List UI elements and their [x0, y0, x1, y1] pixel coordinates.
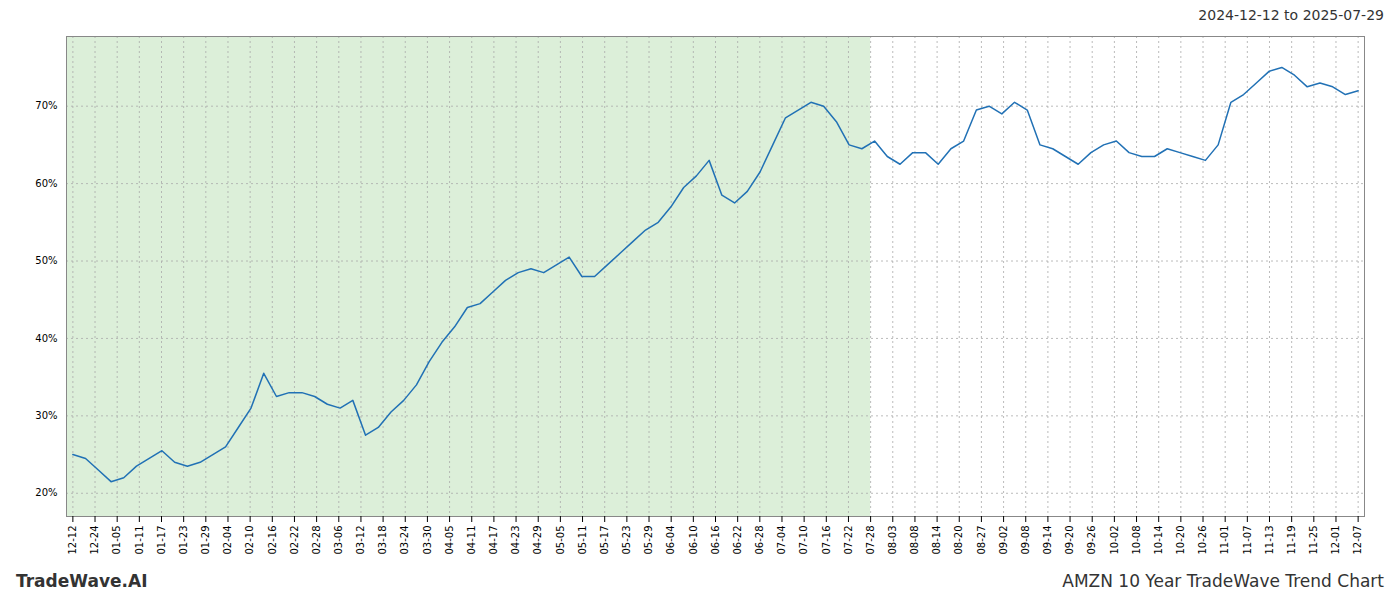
html-text:TradeWave.AI: TradeWave.AI [16, 571, 148, 591]
svg-text:02-04: 02-04 [222, 526, 233, 555]
svg-text:08-20: 08-20 [953, 526, 964, 555]
svg-text:03-30: 03-30 [422, 526, 433, 555]
svg-text:05-17: 05-17 [599, 526, 610, 555]
html-text:2024-12-12 to 2025-07-29: 2024-12-12 to 2025-07-29 [1198, 7, 1384, 23]
svg-text:12-01: 12-01 [1330, 526, 1341, 555]
svg-text:09-14: 09-14 [1042, 526, 1053, 555]
svg-text:01-23: 01-23 [178, 526, 189, 555]
svg-text:07-28: 07-28 [865, 526, 876, 555]
svg-text:10-02: 10-02 [1109, 526, 1120, 555]
svg-text:07-10: 07-10 [798, 526, 809, 555]
svg-text:40%: 40% [35, 333, 57, 344]
svg-text:08-03: 08-03 [887, 526, 898, 555]
svg-text:04-17: 04-17 [488, 526, 499, 555]
svg-text:03-06: 03-06 [333, 526, 344, 555]
svg-text:30%: 30% [35, 410, 57, 421]
svg-text:01-29: 01-29 [200, 526, 211, 555]
svg-text:06-04: 06-04 [665, 526, 676, 555]
svg-text:06-22: 06-22 [732, 526, 743, 555]
svg-text:02-28: 02-28 [311, 526, 322, 555]
svg-text:07-16: 07-16 [820, 526, 831, 555]
svg-text:12-07: 12-07 [1352, 526, 1363, 555]
svg-text:05-29: 05-29 [643, 526, 654, 555]
svg-text:01-11: 01-11 [134, 526, 145, 555]
svg-text:04-11: 04-11 [466, 526, 477, 555]
svg-text:11-19: 11-19 [1286, 526, 1297, 555]
svg-text:03-18: 03-18 [377, 526, 388, 555]
svg-text:06-28: 06-28 [754, 526, 765, 555]
svg-text:20%: 20% [35, 487, 57, 498]
svg-text:07-04: 07-04 [776, 526, 787, 555]
svg-text:11-13: 11-13 [1264, 526, 1275, 555]
svg-text:12-24: 12-24 [89, 526, 100, 555]
svg-text:08-14: 08-14 [931, 526, 942, 555]
svg-text:11-01: 11-01 [1219, 526, 1230, 555]
svg-text:04-05: 04-05 [444, 526, 455, 555]
svg-text:05-11: 05-11 [577, 526, 588, 555]
svg-text:70%: 70% [35, 100, 57, 111]
svg-text:08-27: 08-27 [976, 526, 987, 555]
svg-text:01-05: 01-05 [111, 526, 122, 555]
svg-text:04-23: 04-23 [510, 526, 521, 555]
svg-text:12-12: 12-12 [67, 526, 78, 555]
svg-text:50%: 50% [35, 255, 57, 266]
svg-text:11-07: 11-07 [1242, 526, 1253, 555]
svg-text:09-02: 09-02 [998, 526, 1009, 555]
svg-text:05-23: 05-23 [621, 526, 632, 555]
svg-text:02-10: 02-10 [244, 526, 255, 555]
svg-text:04-29: 04-29 [532, 526, 543, 555]
svg-text:06-16: 06-16 [710, 526, 721, 555]
html-text:AMZN 10 Year TradeWave Trend C: AMZN 10 Year TradeWave Trend Chart [1062, 571, 1384, 591]
svg-text:09-26: 09-26 [1086, 526, 1097, 555]
svg-text:03-12: 03-12 [355, 526, 366, 555]
svg-text:01-17: 01-17 [156, 526, 167, 555]
svg-text:60%: 60% [35, 178, 57, 189]
svg-text:08-08: 08-08 [909, 526, 920, 555]
svg-text:06-10: 06-10 [688, 526, 699, 555]
svg-text:02-22: 02-22 [289, 526, 300, 555]
svg-text:09-20: 09-20 [1064, 526, 1075, 555]
svg-text:10-26: 10-26 [1197, 526, 1208, 555]
svg-text:10-14: 10-14 [1153, 526, 1164, 555]
svg-text:09-08: 09-08 [1020, 526, 1031, 555]
svg-text:11-25: 11-25 [1308, 526, 1319, 555]
svg-text:05-05: 05-05 [555, 526, 566, 555]
svg-text:02-16: 02-16 [267, 526, 278, 555]
svg-text:10-08: 10-08 [1131, 526, 1142, 555]
svg-text:03-24: 03-24 [399, 526, 410, 555]
svg-text:07-22: 07-22 [843, 526, 854, 555]
svg-text:10-20: 10-20 [1175, 526, 1186, 555]
